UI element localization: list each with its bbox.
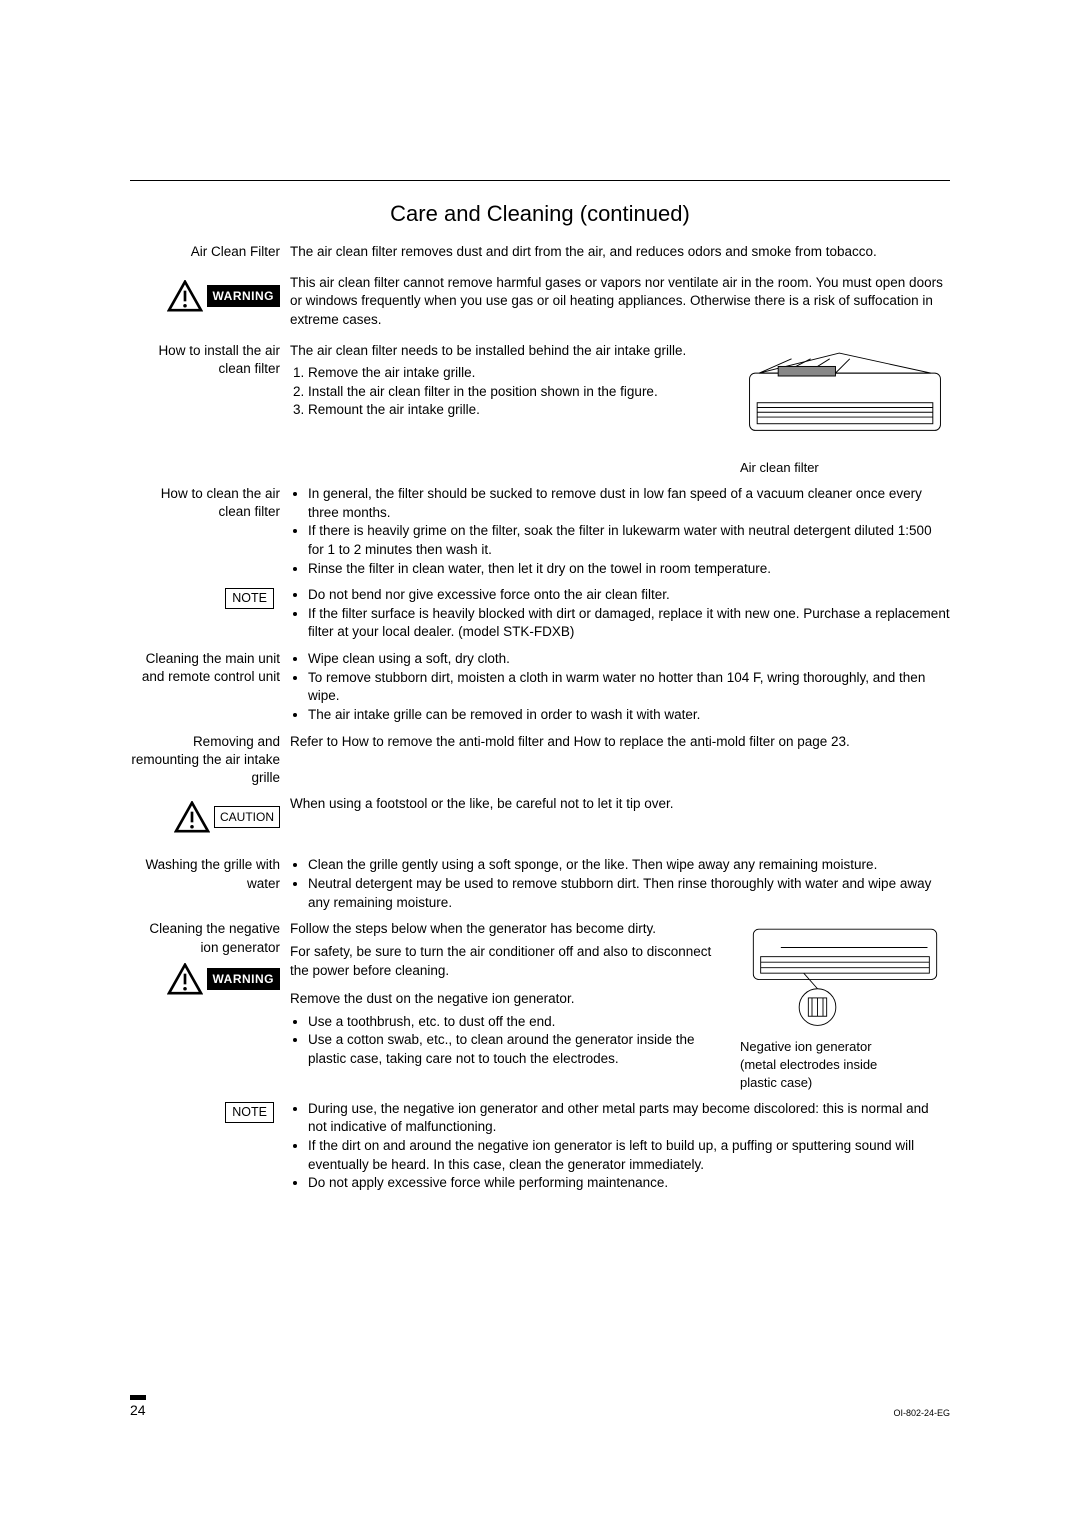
note-badge: NOTE	[225, 588, 274, 609]
page-number: 24	[130, 1395, 146, 1418]
page-footer: 24 OI-802-24-EG	[130, 1395, 950, 1418]
label-caution: CAUTION	[130, 795, 290, 838]
top-rule	[130, 180, 950, 181]
main-unit-bullets: Wipe clean using a soft, dry cloth. To r…	[290, 650, 950, 725]
section-air-clean-filter: Air Clean Filter The air clean filter re…	[130, 243, 950, 266]
washing-bullets: Clean the grille gently using a soft spo…	[290, 856, 950, 912]
content-remount: Refer to How to remove the anti-mold fil…	[290, 733, 950, 756]
content-caution: When using a footstool or the like, be c…	[290, 795, 950, 818]
content-install: The air clean filter needs to be install…	[290, 342, 950, 478]
ion-gen-label-text: Cleaning the negative ion generator	[149, 921, 280, 954]
section-ion-note: NOTE During use, the negative ion genera…	[130, 1100, 950, 1193]
content-clean-filter-note: Do not bend nor give excessive force ont…	[290, 586, 950, 642]
label-remount: Removing and remounting the air intake g…	[130, 733, 290, 788]
list-item: Use a cotton swab, etc., to clean around…	[308, 1031, 730, 1068]
list-item: Do not apply excessive force while perfo…	[308, 1174, 950, 1193]
list-item: If the dirt on and around the negative i…	[308, 1137, 950, 1174]
list-item: Rinse the filter in clean water, then le…	[308, 560, 950, 579]
list-item: Clean the grille gently using a soft spo…	[308, 856, 950, 875]
ion-note-bullets: During use, the negative ion generator a…	[290, 1100, 950, 1193]
install-figure-wrap: Air clean filter	[740, 342, 950, 478]
label-warning-filter: WARNING	[130, 274, 290, 317]
warning-icon	[167, 280, 203, 312]
manual-page: Care and Cleaning (continued) Air Clean …	[0, 0, 1080, 1528]
ion-lead1: Follow the steps below when the generato…	[290, 920, 730, 939]
section-washing: Washing the grille with water Clean the …	[130, 856, 950, 912]
ion-generator-figure	[740, 920, 950, 1030]
clean-filter-bullets: In general, the filter should be sucked …	[290, 485, 950, 578]
ion-figure-wrap: Negative ion generator (metal electrodes…	[740, 920, 950, 1091]
content-air-clean-filter: The air clean filter removes dust and di…	[290, 243, 950, 266]
section-main-unit: Cleaning the main unit and remote contro…	[130, 650, 950, 725]
section-caution: CAUTION When using a footstool or the li…	[130, 795, 950, 838]
section-clean-filter-note: NOTE Do not bend nor give excessive forc…	[130, 586, 950, 642]
ion-fig-caption: Negative ion generator (metal electrodes…	[740, 1038, 910, 1092]
section-install: How to install the air clean filter The …	[130, 342, 950, 478]
warning-badge-ion: WARNING	[167, 963, 281, 995]
section-remount: Removing and remounting the air intake g…	[130, 733, 950, 788]
content-warning-filter: This air clean filter cannot remove harm…	[290, 274, 950, 334]
caution-label: CAUTION	[214, 806, 280, 828]
note-badge-ion: NOTE	[225, 1102, 274, 1123]
section-clean-filter: How to clean the air clean filter In gen…	[130, 485, 950, 578]
page-title: Care and Cleaning (continued)	[130, 201, 950, 227]
label-ion-note: NOTE	[130, 1100, 290, 1123]
label-main-unit: Cleaning the main unit and remote contro…	[130, 650, 290, 686]
warning-label-ion: WARNING	[207, 968, 281, 990]
list-item: To remove stubborn dirt, moisten a cloth…	[308, 669, 950, 706]
install-steps: Remove the air intake grille. Install th…	[290, 364, 730, 420]
list-item: If there is heavily grime on the filter,…	[308, 522, 950, 559]
warning-text: This air clean filter cannot remove harm…	[290, 274, 950, 330]
content-ion-gen: Follow the steps below when the generato…	[290, 920, 950, 1091]
install-lead: The air clean filter needs to be install…	[290, 342, 730, 361]
label-washing: Washing the grille with water	[130, 856, 290, 892]
warning-label: WARNING	[207, 285, 281, 307]
intro-text: The air clean filter removes dust and di…	[290, 243, 950, 262]
section-ion-gen: Cleaning the negative ion generator WARN…	[130, 920, 950, 1091]
remount-text: Refer to How to remove the anti-mold fil…	[290, 733, 950, 752]
install-fig-caption: Air clean filter	[740, 459, 950, 477]
label-note: NOTE	[130, 586, 290, 609]
install-step: Install the air clean filter in the posi…	[308, 383, 730, 402]
content-ion-note: During use, the negative ion generator a…	[290, 1100, 950, 1193]
content-main-unit: Wipe clean using a soft, dry cloth. To r…	[290, 650, 950, 725]
label-install: How to install the air clean filter	[130, 342, 290, 378]
section-warning-filter: WARNING This air clean filter cannot rem…	[130, 274, 950, 334]
label-clean-filter: How to clean the air clean filter	[130, 485, 290, 521]
caution-text: When using a footstool or the like, be c…	[290, 795, 950, 814]
ion-lead2: Remove the dust on the negative ion gene…	[290, 990, 730, 1009]
install-step: Remove the air intake grille.	[308, 364, 730, 383]
list-item: In general, the filter should be sucked …	[308, 485, 950, 522]
air-conditioner-figure	[740, 342, 950, 452]
content-clean-filter: In general, the filter should be sucked …	[290, 485, 950, 578]
label-ion-gen: Cleaning the negative ion generator WARN…	[130, 920, 290, 1000]
list-item: Wipe clean using a soft, dry cloth.	[308, 650, 950, 669]
ion-bullets: Use a toothbrush, etc. to dust off the e…	[290, 1013, 730, 1069]
list-item: If the filter surface is heavily blocked…	[308, 605, 950, 642]
list-item: Use a toothbrush, etc. to dust off the e…	[308, 1013, 730, 1032]
list-item: Do not bend nor give excessive force ont…	[308, 586, 950, 605]
content-washing: Clean the grille gently using a soft spo…	[290, 856, 950, 912]
doc-code: OI-802-24-EG	[893, 1408, 950, 1418]
warning-icon	[167, 963, 203, 995]
ion-warning-text: For safety, be sure to turn the air cond…	[290, 943, 730, 980]
install-step: Remount the air intake grille.	[308, 401, 730, 420]
caution-badge: CAUTION	[174, 801, 280, 833]
list-item: Neutral detergent may be used to remove …	[308, 875, 950, 912]
warning-badge: WARNING	[167, 280, 281, 312]
label-air-clean-filter: Air Clean Filter	[130, 243, 290, 261]
clean-filter-note-bullets: Do not bend nor give excessive force ont…	[290, 586, 950, 642]
caution-icon	[174, 801, 210, 833]
list-item: The air intake grille can be removed in …	[308, 706, 950, 725]
list-item: During use, the negative ion generator a…	[308, 1100, 950, 1137]
